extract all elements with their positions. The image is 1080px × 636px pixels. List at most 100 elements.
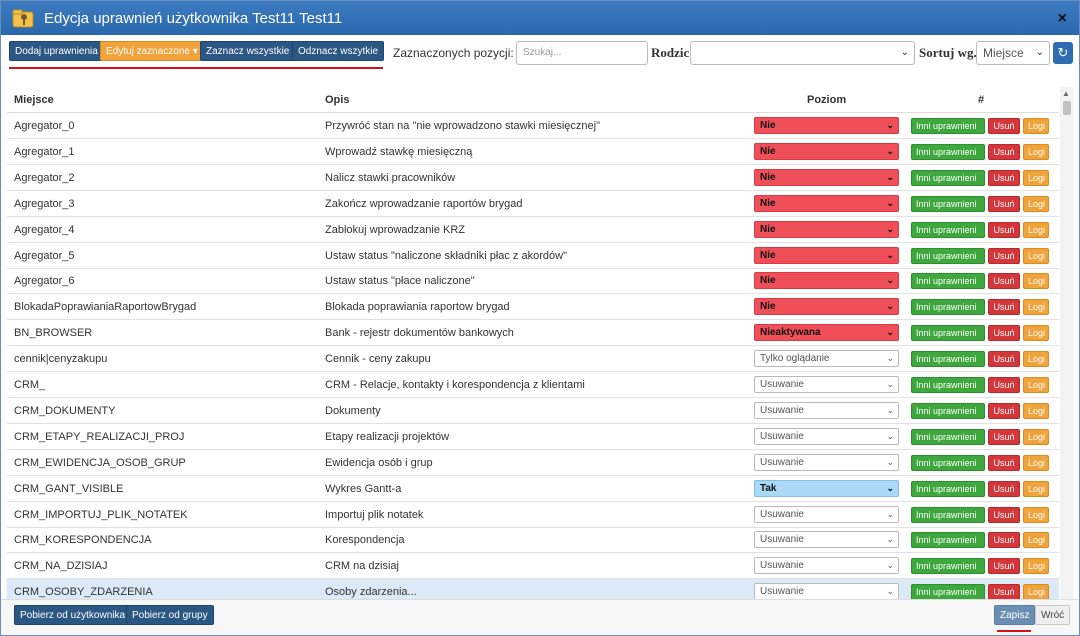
other-permitted-button[interactable]: Inni uprawnieni (911, 558, 985, 575)
other-permitted-button[interactable]: Inni uprawnieni (911, 428, 985, 445)
level-select[interactable]: Nie ⌄ (754, 298, 899, 316)
level-select[interactable]: Usuwanie ⌄ (754, 531, 899, 549)
table-row[interactable]: CRM_ CRM - Relacje, kontakty i koresponde… (7, 372, 1059, 398)
delete-button[interactable]: Usuń (988, 402, 1020, 419)
level-select[interactable]: Nie ⌄ (754, 194, 899, 212)
delete-button[interactable]: Usuń (988, 169, 1020, 186)
level-select[interactable]: Usuwanie ⌄ (754, 401, 899, 419)
table-row[interactable]: CRM_EWIDENCJA_OSOB_GRUP Ewidencja osób i … (7, 450, 1059, 476)
sort-select[interactable]: Miejsce ⌄ (976, 41, 1050, 65)
table-row[interactable]: Agregator_6 Ustaw status "płace naliczone… (7, 268, 1059, 295)
other-permitted-button[interactable]: Inni uprawnieni (911, 273, 985, 290)
table-row[interactable]: CRM_NA_DZISIAJ CRM na dzisiaj Usuwanie ⌄ Inn… (7, 553, 1059, 580)
table-row[interactable]: CRM_KORESPONDENCJA Korespondencja Usuwanie… (7, 527, 1059, 554)
table-row[interactable]: Agregator_3 Zakończ wprowadzanie raportów… (7, 191, 1059, 217)
logs-button[interactable]: Logi (1023, 532, 1049, 549)
table-row[interactable]: Agregator_1 Wprowadź stawkę miesięczną Nie… (7, 139, 1059, 165)
logs-button[interactable]: Logi (1023, 273, 1049, 290)
delete-button[interactable]: Usuń (988, 247, 1020, 264)
delete-button[interactable]: Usuń (988, 428, 1020, 445)
scroll-up-icon[interactable]: ▲ (1062, 89, 1070, 98)
other-permitted-button[interactable]: Inni uprawnieni (911, 195, 985, 212)
logs-button[interactable]: Logi (1023, 454, 1049, 471)
level-select[interactable]: Nie ⌄ (754, 142, 899, 160)
table-row[interactable]: Agregator_5 Ustaw status "naliczone skład… (7, 243, 1059, 269)
search-input[interactable]: Szukaj... (516, 41, 648, 65)
logs-button[interactable]: Logi (1023, 299, 1049, 316)
table-row[interactable]: cennik|cenyzakupu Cennik - ceny zakupu Tyl… (7, 346, 1059, 373)
logs-button[interactable]: Logi (1023, 325, 1049, 342)
level-select[interactable]: Usuwanie ⌄ (754, 583, 899, 599)
logs-button[interactable]: Logi (1023, 480, 1049, 497)
other-permitted-button[interactable]: Inni uprawnieni (911, 480, 985, 497)
back-button[interactable]: Wróć (1035, 605, 1071, 625)
other-permitted-button[interactable]: Inni uprawnieni (911, 118, 985, 134)
level-select[interactable]: Usuwanie ⌄ (754, 505, 899, 523)
other-permitted-button[interactable]: Inni uprawnieni (911, 299, 985, 316)
level-select[interactable]: Nie ⌄ (754, 220, 899, 238)
other-permitted-button[interactable]: Inni uprawnieni (911, 532, 985, 549)
fetch-from-group-button[interactable]: Pobierz od grupy (126, 605, 214, 625)
table-row[interactable]: CRM_ETAPY_REALIZACJI_PROJ Etapy realizacj… (7, 424, 1059, 450)
level-select[interactable]: Usuwanie ⌄ (754, 453, 899, 471)
logs-button[interactable]: Logi (1023, 506, 1049, 523)
other-permitted-button[interactable]: Inni uprawnieni (911, 351, 985, 368)
delete-button[interactable]: Usuń (988, 325, 1020, 342)
other-permitted-button[interactable]: Inni uprawnieni (911, 584, 985, 599)
close-icon[interactable]: × (1057, 10, 1067, 27)
other-permitted-button[interactable]: Inni uprawnieni (911, 143, 985, 160)
delete-button[interactable]: Usuń (988, 221, 1020, 238)
add-permissions-button[interactable]: Dodaj uprawnienia (9, 41, 104, 61)
level-select[interactable]: Nie ⌄ (754, 117, 899, 134)
delete-button[interactable]: Usuń (988, 143, 1020, 160)
deselect-all-button[interactable]: Odznacz wszytkie (292, 41, 385, 61)
table-row[interactable]: BN_BROWSER Bank - rejestr dokumentów bank… (7, 320, 1059, 347)
other-permitted-button[interactable]: Inni uprawnieni (911, 454, 985, 471)
table-row[interactable]: Agregator_4 Zablokuj wprowadzanie KRZ Nie ⌄… (7, 217, 1059, 243)
table-row[interactable]: CRM_IMPORTUJ_PLIK_NOTATEK Importuj plik n… (7, 502, 1059, 528)
logs-button[interactable]: Logi (1023, 247, 1049, 264)
delete-button[interactable]: Usuń (988, 195, 1020, 212)
logs-button[interactable]: Logi (1023, 195, 1049, 212)
level-select[interactable]: Nieaktywana ⌄ (754, 324, 899, 342)
delete-button[interactable]: Usuń (988, 351, 1020, 368)
table-row[interactable]: BlokadaPoprawianiaRaportowBrygad Blokada … (7, 294, 1059, 321)
delete-button[interactable]: Usuń (988, 377, 1020, 393)
level-select[interactable]: Nie ⌄ (754, 168, 899, 186)
table-row[interactable]: CRM_OSOBY_ZDARZENIA Osoby zdarzenia... Usu… (7, 579, 1059, 599)
logs-button[interactable]: Logi (1023, 584, 1049, 599)
table-row[interactable]: CRM_GANT_VISIBLE Wykres Gantt-a Tak ⌄ Inni u… (7, 476, 1059, 502)
delete-button[interactable]: Usuń (988, 558, 1020, 575)
table-row[interactable]: CRM_DOKUMENTY Dokumenty Usuwanie ⌄ Inni upra… (7, 398, 1059, 424)
other-permitted-button[interactable]: Inni uprawnieni (911, 402, 985, 419)
other-permitted-button[interactable]: Inni uprawnieni (911, 169, 985, 186)
delete-button[interactable]: Usuń (988, 273, 1020, 290)
select-all-button[interactable]: Zaznacz wszystkie (200, 41, 296, 61)
delete-button[interactable]: Usuń (988, 480, 1020, 497)
logs-button[interactable]: Logi (1023, 558, 1049, 575)
other-permitted-button[interactable]: Inni uprawnieni (911, 506, 985, 523)
logs-button[interactable]: Logi (1023, 402, 1049, 419)
other-permitted-button[interactable]: Inni uprawnieni (911, 325, 985, 342)
table-row[interactable]: Agregator_2 Nalicz stawki pracowników Nie ⌄… (7, 165, 1059, 191)
level-select[interactable]: Tylko oglądanie ⌄ (754, 350, 899, 368)
table-row[interactable]: Agregator_0 Przywróć stan na "nie wprowad… (7, 113, 1059, 139)
level-select[interactable]: Tak ⌄ (754, 479, 899, 497)
fetch-from-user-button[interactable]: Pobierz od użytkownika (14, 605, 132, 625)
scrollbar-thumb[interactable] (1063, 101, 1071, 115)
level-select[interactable]: Usuwanie ⌄ (754, 557, 899, 575)
delete-button[interactable]: Usuń (988, 299, 1020, 316)
delete-button[interactable]: Usuń (988, 118, 1020, 134)
delete-button[interactable]: Usuń (988, 454, 1020, 471)
logs-button[interactable]: Logi (1023, 169, 1049, 186)
logs-button[interactable]: Logi (1023, 221, 1049, 238)
parent-select[interactable]: ⌄ (690, 41, 915, 65)
vertical-scrollbar[interactable]: ▲ (1060, 87, 1073, 599)
level-select[interactable]: Usuwanie ⌄ (754, 376, 899, 393)
delete-button[interactable]: Usuń (988, 532, 1020, 549)
logs-button[interactable]: Logi (1023, 351, 1049, 368)
other-permitted-button[interactable]: Inni uprawnieni (911, 221, 985, 238)
delete-button[interactable]: Usuń (988, 584, 1020, 599)
other-permitted-button[interactable]: Inni uprawnieni (911, 377, 985, 393)
save-button[interactable]: Zapisz (994, 605, 1036, 625)
